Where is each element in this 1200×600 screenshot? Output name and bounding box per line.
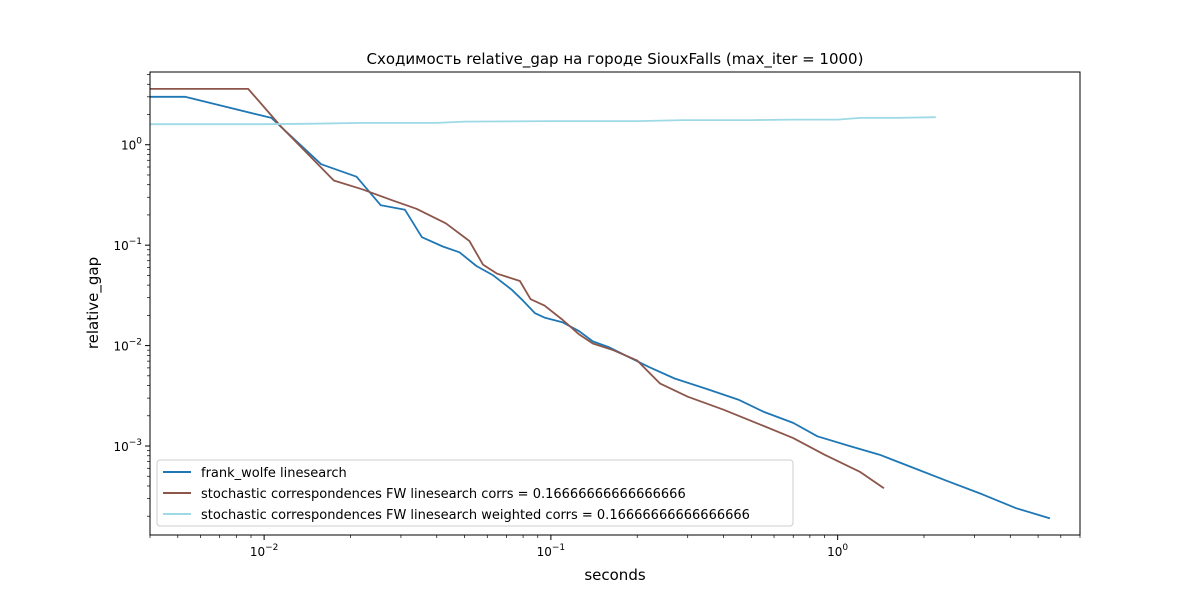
series-line-2 <box>150 116 936 126</box>
series-line-1 <box>150 88 885 489</box>
x-tick-label: 10−2 <box>250 543 279 559</box>
legend-label-stochastic-weighted: stochastic correspondences FW linesearch… <box>201 508 750 523</box>
y-tick-label: 10−1 <box>113 237 142 253</box>
y-tick-label: 10−3 <box>113 438 142 454</box>
series-layer <box>150 88 1051 520</box>
y-tick-label: 10−2 <box>113 338 142 354</box>
x-axis-ticks: 10−2 10−1 100 <box>149 535 1081 559</box>
series-line-0 <box>150 95 1051 520</box>
legend-label-frank-wolfe: frank_wolfe linesearch <box>201 466 347 481</box>
chart-title: Сходимость relative_gap на городе SiouxF… <box>367 50 864 69</box>
y-tick-label: 100 <box>121 137 142 153</box>
x-tick-label: 10−1 <box>537 543 566 559</box>
legend: frank_wolfe linesearch stochastic corres… <box>156 459 794 527</box>
x-tick-label: 100 <box>827 543 848 559</box>
y-axis-label: relative_gap <box>84 257 103 349</box>
x-axis-label: seconds <box>584 566 645 584</box>
plot-frame <box>149 71 1081 536</box>
legend-label-stochastic: stochastic correspondences FW linesearch… <box>201 487 686 502</box>
y-axis-ticks: 10−3 10−2 10−1 100 <box>113 74 150 517</box>
legend-box <box>156 459 794 527</box>
